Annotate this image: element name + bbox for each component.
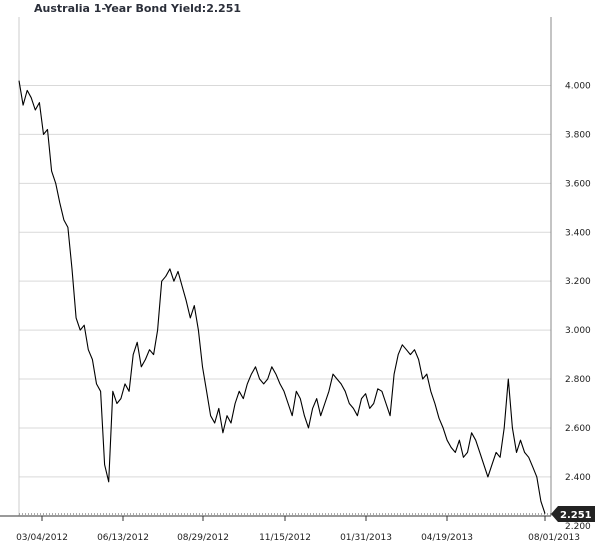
y-tick-label: 3.800 (565, 130, 591, 140)
x-tick-label: 06/13/2012 (97, 533, 149, 543)
chart-title: Australia 1-Year Bond Yield:2.251 (34, 2, 241, 15)
y-tick-label: 2.800 (565, 375, 591, 385)
y-tick-label: 3.000 (565, 326, 591, 336)
grid-lines (19, 84, 551, 478)
y-tick-label: 3.600 (565, 179, 591, 189)
y-tick-label: 2.400 (565, 473, 591, 483)
x-tick-label: 08/29/2012 (177, 533, 229, 543)
y-tick-label: 3.200 (565, 277, 591, 287)
y-tick-label: 2.200 (565, 522, 591, 532)
last-value-badge: 2.251 (551, 506, 595, 522)
last-value-label: 2.251 (560, 510, 592, 521)
x-axis-ticks: 03/04/2012 06/13/2012 08/29/2012 11/15/2012… (16, 516, 580, 543)
y-axis-ticks: 2.200 2.400 2.600 2.800 3.000 3.200 3.400 3.600… (565, 81, 591, 531)
x-tick-label: 01/31/2013 (340, 533, 392, 543)
x-tick-label: 04/19/2013 (421, 533, 473, 543)
x-tick-label: 11/15/2012 (259, 533, 311, 543)
series-line (18, 80, 546, 514)
y-tick-label: 3.400 (565, 228, 591, 238)
y-tick-label: 4.000 (565, 81, 591, 91)
last-value-badge-shape (551, 506, 595, 522)
x-tick-label: 03/04/2012 (16, 533, 68, 543)
y-tick-label: 2.600 (565, 424, 591, 434)
x-tick-label: 08/01/2013 (528, 533, 580, 543)
